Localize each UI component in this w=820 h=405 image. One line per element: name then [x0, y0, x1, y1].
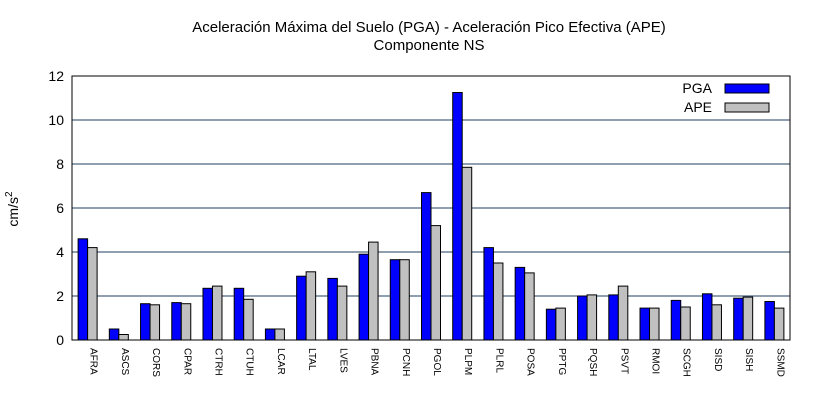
x-tick-label: PCNH	[400, 348, 411, 376]
x-tick-label: CPAR	[181, 348, 192, 375]
bar-ape-afra	[87, 247, 98, 341]
x-tick-label: PLPM	[462, 348, 473, 375]
chart-title-line1: Aceleración Máxima del Suelo (PGA) - Ace…	[192, 19, 666, 36]
bar-pga-plpm	[452, 92, 463, 341]
bar-ape-lcar	[274, 328, 285, 341]
bar-pga-lcar	[264, 328, 276, 341]
x-tick-label: LTAL	[306, 348, 317, 371]
x-tick-label: ASCS	[119, 348, 130, 376]
bar-pga-pcnh	[389, 259, 401, 341]
bar-pga-pbna	[358, 253, 370, 341]
y-tick-label: 8	[56, 156, 64, 172]
bar-pga-psvt	[608, 294, 619, 341]
bar-ape-pcnh	[399, 259, 410, 341]
x-tick-label: SSMD	[774, 348, 785, 377]
x-tick-label: LVES	[337, 348, 348, 373]
y-axis-label-unit: cm/s	[5, 197, 21, 227]
legend-label-ape: APE	[684, 99, 712, 115]
x-tick-label: CORS	[150, 348, 161, 377]
bar-ape-ltal	[305, 271, 317, 341]
bar-pga-cors	[140, 303, 151, 341]
x-tick-label: PPTG	[556, 348, 567, 375]
bar-pga-ascs	[108, 328, 120, 341]
bar-ape-pbna	[368, 241, 379, 341]
x-tick-label: CTUH	[244, 348, 255, 376]
legend-label-pga: PGA	[682, 80, 712, 96]
bar-ape-posa	[524, 272, 535, 341]
bar-pga-sisd	[701, 293, 713, 341]
bar-ape-pqsh	[586, 294, 598, 341]
bar-ape-ctrh	[211, 285, 223, 341]
x-tick-label: RMOI	[650, 348, 661, 374]
legend-swatch-ape	[724, 102, 770, 113]
bar-ape-plrl	[492, 262, 504, 341]
x-tick-label: POSA	[525, 348, 536, 376]
y-tick-label: 6	[56, 200, 64, 216]
plot-frame	[71, 75, 791, 341]
legend: PGA APE	[682, 80, 770, 115]
y-axis-label: cm/s2	[4, 191, 21, 227]
bar-pga-afra	[77, 238, 89, 341]
bar-pga-pptg	[545, 308, 557, 341]
y-axis-label-superscript: 2	[4, 191, 15, 197]
bar-pga-ssmd	[764, 301, 775, 341]
bar-pga-scgh	[670, 299, 682, 341]
x-tick-label: PSVT	[618, 348, 629, 374]
y-tick-label: 2	[56, 288, 64, 304]
bar-ape-plpm	[461, 166, 473, 341]
x-tick-label: PQSH	[587, 348, 598, 376]
bar-ape-sish	[742, 296, 754, 341]
bar-pga-pqsh	[577, 295, 588, 341]
bars	[77, 92, 785, 341]
x-tick-label: PLRL	[493, 348, 504, 373]
y-tick-label: 10	[48, 112, 64, 128]
x-tick-label: SCGH	[681, 348, 692, 377]
x-tick-label: CTRH	[212, 348, 223, 376]
bar-ape-ssmd	[773, 307, 785, 341]
bar-ape-rmoi	[649, 307, 660, 341]
x-tick-label: PBNA	[369, 348, 380, 376]
bar-pga-lves	[327, 277, 338, 341]
bar-pga-pgol	[421, 192, 432, 341]
chart-title-line2: Componente NS	[374, 37, 485, 54]
bar-pga-cpar	[171, 302, 182, 341]
bar-pga-ctuh	[233, 287, 245, 341]
bar-ape-ctuh	[243, 298, 254, 341]
y-tick-label: 12	[48, 68, 64, 84]
bar-pga-sish	[733, 297, 744, 341]
bar-pga-ctrh	[202, 287, 213, 341]
x-tick-label: SISD	[712, 348, 723, 371]
x-tick-label: LCAR	[275, 348, 286, 375]
bar-pga-ltal	[296, 275, 307, 341]
bar-ape-ascs	[118, 334, 129, 341]
bar-ape-psvt	[617, 285, 629, 341]
y-tick-label: 0	[56, 332, 64, 348]
bar-ape-pptg	[555, 307, 566, 341]
bar-ape-sisd	[711, 304, 722, 341]
bar-ape-cpar	[180, 303, 192, 341]
bar-ape-scgh	[680, 306, 691, 341]
x-tick-label: AFRA	[88, 348, 99, 375]
x-tick-label: PGOL	[431, 348, 442, 376]
x-tick-label: SISH	[743, 348, 754, 371]
bar-ape-pgol	[430, 225, 441, 341]
bar-pga-rmoi	[639, 307, 651, 341]
bar-ape-lves	[336, 285, 348, 341]
bar-ape-cors	[149, 304, 161, 341]
y-tick-labels: 0 2 4 6 8 10 12	[48, 68, 64, 348]
legend-swatch-pga	[724, 83, 770, 94]
y-tick-label: 4	[56, 244, 64, 260]
bar-pga-posa	[514, 266, 526, 341]
x-tick-labels: AFRA ASCS CORS CPAR CTRH CTUH LCAR LTAL LVES PBNA…	[88, 348, 786, 377]
bar-pga-plrl	[483, 247, 494, 341]
